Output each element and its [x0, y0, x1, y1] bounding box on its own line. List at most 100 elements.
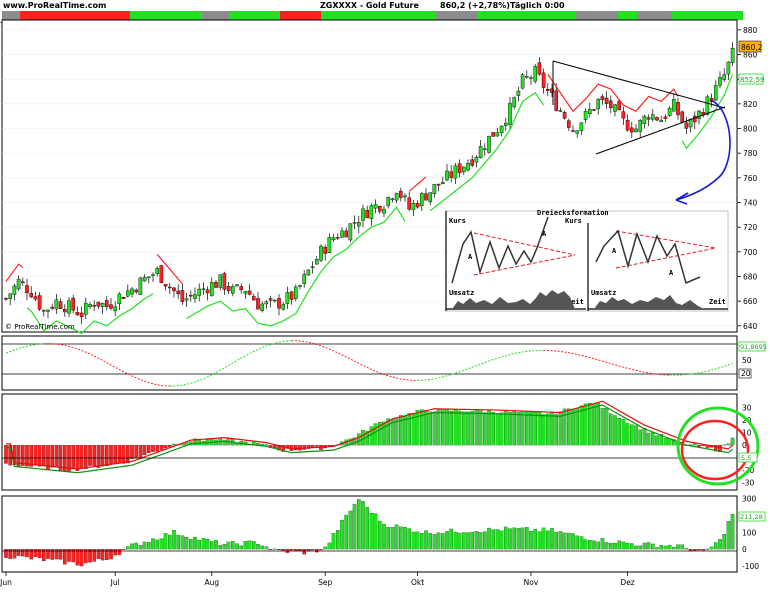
momentum-bar	[256, 544, 260, 550]
inset-volume-left	[452, 290, 575, 309]
candle-body	[394, 193, 399, 201]
price-panel: 880860840820800780760740720700680660640 …	[1, 19, 765, 334]
momentum-bar	[264, 546, 269, 550]
momentum-bar	[134, 445, 139, 459]
momentum-bar	[109, 445, 113, 465]
momentum-bar	[79, 445, 84, 469]
momentum-bar	[537, 531, 542, 550]
momentum-bar	[520, 527, 525, 550]
momentum-bar	[147, 542, 151, 550]
candle-body	[403, 195, 407, 198]
momentum-bar	[504, 410, 508, 446]
momentum-bar	[420, 532, 424, 550]
momentum-bar	[617, 540, 622, 550]
momentum-bar	[130, 445, 134, 459]
momentum-bar	[629, 543, 634, 550]
momentum-bar	[235, 543, 239, 550]
momentum-bar	[403, 526, 407, 550]
candle-body	[441, 181, 445, 184]
momentum-bar	[457, 410, 462, 446]
momentum-bar	[121, 549, 126, 550]
momentum-bar	[642, 428, 647, 446]
momentum-signal-green	[6, 404, 734, 474]
momentum-bar	[96, 549, 101, 560]
momentum-bar	[378, 520, 382, 550]
momentum-bar	[222, 439, 227, 446]
momentum-bar	[659, 545, 664, 550]
momentum-bar	[650, 432, 655, 446]
candle-body	[516, 90, 521, 96]
momentum-bar	[125, 546, 130, 550]
momentum-bar	[210, 541, 214, 550]
candle-body	[201, 288, 206, 291]
candle-body	[680, 111, 684, 123]
momentum-bar	[483, 412, 487, 446]
candle-body	[630, 127, 634, 133]
momentum-bar	[566, 408, 571, 446]
momentum-bar	[247, 540, 252, 550]
momentum-bar	[499, 412, 504, 446]
momentum-bar	[646, 542, 651, 550]
osc-lower-label: 20	[741, 369, 751, 378]
candle-body	[583, 110, 588, 120]
momentum-bar	[445, 409, 449, 446]
inset-umsatz-right: Umsatz	[591, 289, 616, 297]
inset-price-right	[595, 229, 701, 285]
candle-body	[310, 266, 315, 269]
momentum-bar	[92, 445, 97, 466]
momentum-bar	[239, 545, 244, 550]
momentum-bar	[260, 545, 265, 550]
signal-segment	[321, 11, 436, 20]
momentum-bar	[608, 413, 613, 446]
inset-triangle-left-lower	[473, 254, 576, 276]
candle-body	[457, 163, 462, 174]
candle-body	[525, 76, 529, 78]
momentum-bar	[357, 433, 361, 446]
momentum-bar	[327, 542, 332, 550]
momentum-bar	[331, 533, 336, 550]
momentum-bar	[562, 408, 567, 446]
signal-segment	[576, 11, 618, 20]
oscillator-panel: 50 91,8695 20	[1, 335, 767, 391]
candle-body	[705, 96, 710, 115]
candle-body	[575, 130, 579, 134]
candle-body	[411, 203, 416, 210]
x-axis: Jun Jul Aug Sep Okt Nov Dez	[0, 571, 737, 587]
momentum-bar	[629, 424, 634, 446]
candle-body	[197, 288, 202, 296]
momentum-bar	[130, 543, 134, 550]
momentum-bar	[121, 445, 126, 464]
momentum-bar	[713, 445, 718, 452]
momentum-bar	[462, 411, 466, 446]
inset-a-label-1: A	[468, 253, 473, 261]
price-change: 860,2 (+2,78%)	[440, 1, 510, 10]
candle-body	[415, 203, 420, 208]
osc-value: 91,8695	[740, 343, 767, 351]
momentum-bar	[37, 445, 42, 467]
momentum-bar	[323, 546, 328, 550]
oscillator-line	[5, 340, 733, 387]
mom1-tick-label: 30	[742, 404, 752, 413]
candle-body	[562, 112, 567, 119]
x-tick-label: Aug	[204, 578, 219, 587]
momentum-bar	[726, 443, 731, 446]
candle-body	[558, 110, 563, 112]
candle-body	[260, 303, 265, 311]
candle-body	[554, 90, 558, 111]
momentum-bar	[596, 403, 601, 446]
momentum-bar	[222, 544, 227, 550]
momentum-bar	[172, 529, 176, 550]
momentum-bar	[487, 410, 491, 446]
momentum-bar	[554, 414, 559, 446]
signal-segment	[229, 11, 280, 20]
momentum-bar	[445, 531, 449, 550]
momentum-bar	[478, 410, 483, 446]
candle-body	[75, 312, 80, 316]
momentum-bar	[386, 418, 391, 446]
signal-segment	[637, 11, 671, 20]
momentum-bar	[462, 532, 466, 550]
candle-body	[726, 61, 731, 75]
momentum-bar	[441, 533, 445, 550]
candle-body	[142, 276, 147, 282]
